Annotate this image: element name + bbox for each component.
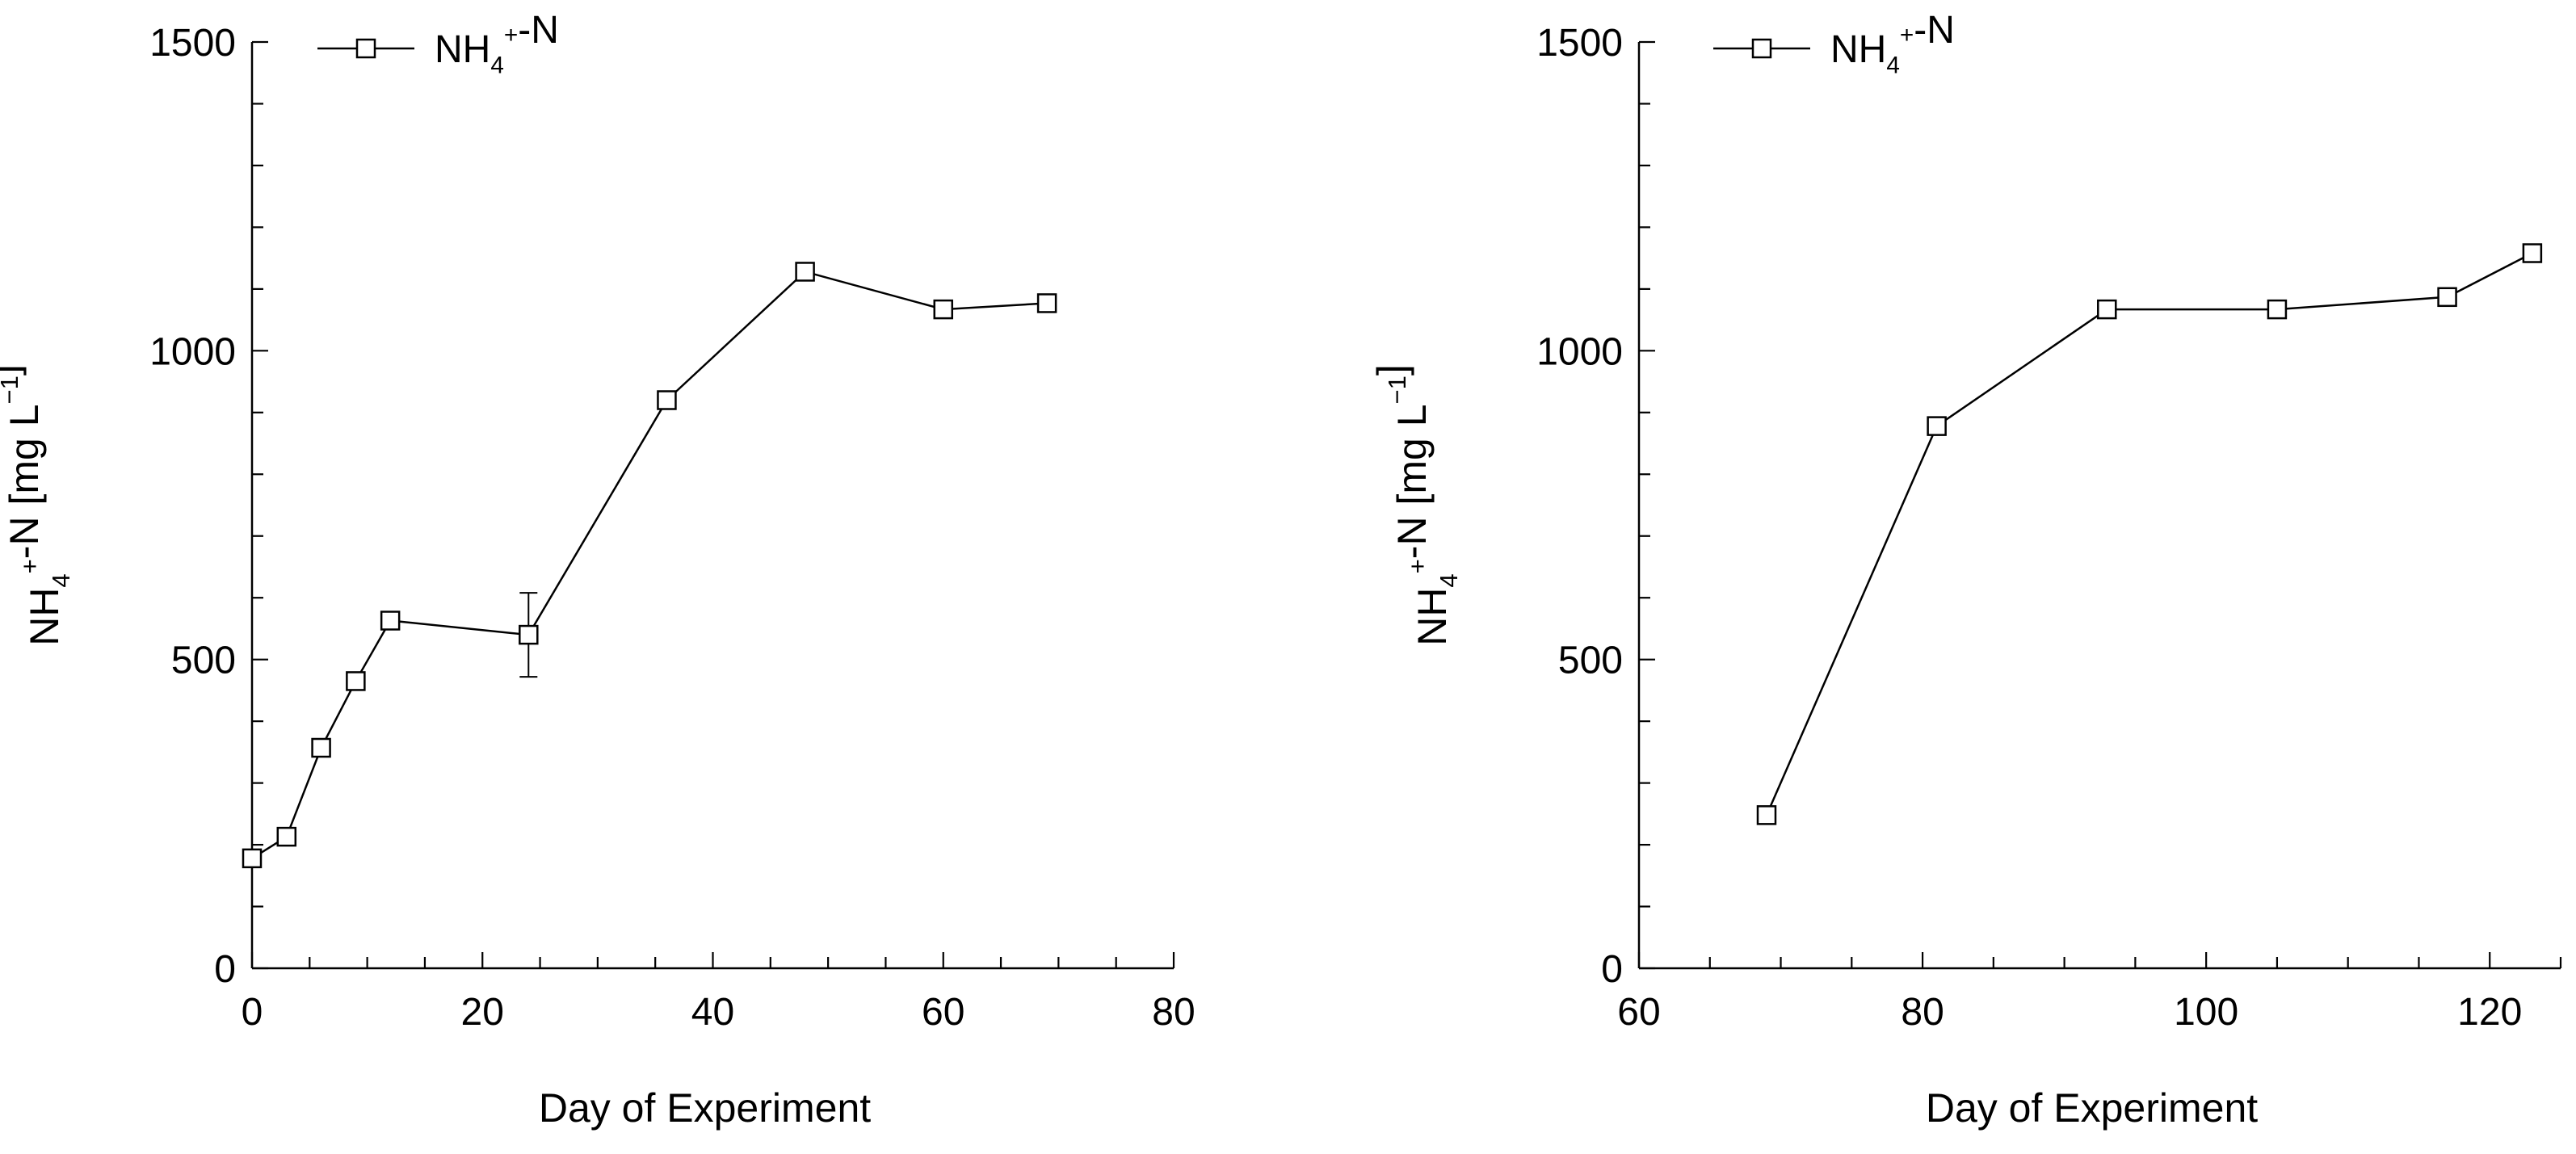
chart-left: 0 500 1000 1500 0 20 40 60 80 Day of Experiment NH… xyxy=(0,9,1196,1131)
y-axis-title: NH4+-N [mg L−1] xyxy=(0,364,75,646)
x-tick-label: 0 xyxy=(242,991,263,1034)
y-tick-label: 500 xyxy=(1558,640,1623,682)
data-point xyxy=(2437,287,2457,308)
x-axis-title: Day of Experiment xyxy=(539,1085,871,1131)
data-point xyxy=(933,299,953,320)
x-tick-label: 80 xyxy=(1152,991,1195,1034)
x-tick-label: 60 xyxy=(1617,991,1660,1034)
x-tick-label: 20 xyxy=(461,991,504,1034)
chart-right: 0 500 1000 1500 60 80 100 120 Day of Experiment N… xyxy=(1369,9,2562,1131)
x-tick-label: 100 xyxy=(2174,991,2238,1034)
y-tick-label: 1000 xyxy=(1536,330,1623,373)
data-point xyxy=(276,826,297,847)
y-tick-label: 0 xyxy=(214,948,236,991)
legend-label: NH4+-N xyxy=(435,9,559,78)
x-tick-label: 40 xyxy=(691,991,734,1034)
data-point xyxy=(1927,416,1947,436)
legend-marker xyxy=(355,38,376,59)
series-line xyxy=(1765,252,2533,816)
legend: NH4+-N xyxy=(317,9,559,78)
y-tick-label: 0 xyxy=(1601,948,1623,991)
data-point xyxy=(380,611,401,631)
y-axis-title: NH4+-N [mg L−1] xyxy=(1369,364,1463,646)
y-tick-label: 1500 xyxy=(1536,22,1623,65)
data-point xyxy=(2097,299,2117,320)
x-tick-label: 80 xyxy=(1901,991,1944,1034)
y-tick-label: 1500 xyxy=(149,22,236,65)
data-point xyxy=(346,671,366,691)
data-point xyxy=(2267,299,2288,320)
data-point xyxy=(1756,805,1777,825)
x-axis-title: Day of Experiment xyxy=(1926,1085,2258,1131)
x-tick-label: 60 xyxy=(922,991,964,1034)
data-point xyxy=(657,390,677,410)
data-point xyxy=(1036,293,1057,313)
y-tick-label: 500 xyxy=(171,640,236,682)
series-line xyxy=(251,271,1048,859)
y-tick-label: 1000 xyxy=(149,330,236,373)
data-point xyxy=(2522,243,2543,263)
data-point xyxy=(311,737,331,758)
data-point xyxy=(242,848,263,869)
legend-label: NH4+-N xyxy=(1830,9,1955,78)
legend: NH4+-N xyxy=(1713,9,1955,78)
x-tick-label: 120 xyxy=(2457,991,2522,1034)
data-point xyxy=(795,262,815,282)
legend-marker xyxy=(1751,38,1772,59)
data-point xyxy=(519,624,539,645)
